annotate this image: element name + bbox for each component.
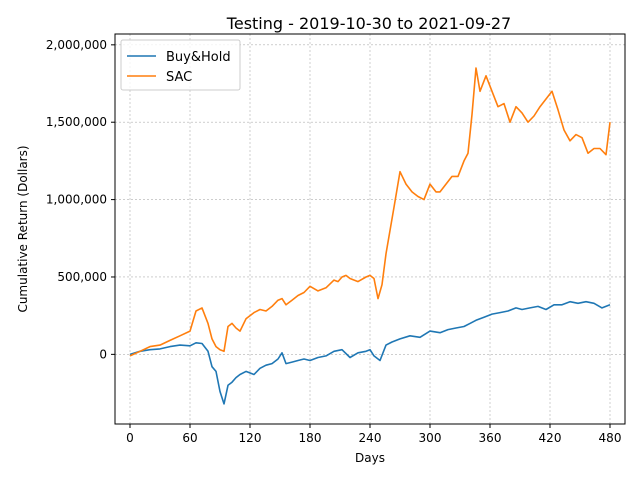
x-tick-label: 240 — [359, 431, 382, 445]
y-axis-ticks: 0 500,000 1,000,000 1,500,000 2,000,000 — [46, 38, 115, 361]
y-tick-label: 2,000,000 — [46, 38, 107, 52]
chart-title: Testing - 2019-10-30 to 2021-09-27 — [226, 14, 511, 33]
plot-frame — [114, 33, 626, 425]
legend-box — [120, 39, 241, 91]
legend-label-buy-hold: Buy&Hold — [166, 50, 231, 65]
x-tick-label: 480 — [599, 431, 622, 445]
x-tick-label: 0 — [126, 431, 134, 445]
y-tick-label: 500,000 — [57, 270, 107, 284]
x-axis-label: Days — [355, 451, 385, 465]
x-tick-label: 120 — [239, 431, 262, 445]
series-line-sac — [129, 67, 611, 357]
y-tick-label: 1,000,000 — [46, 193, 107, 207]
y-tick-label: 1,500,000 — [46, 115, 107, 129]
gridlines — [115, 34, 625, 424]
x-tick-label: 60 — [182, 431, 197, 445]
x-tick-label: 300 — [419, 431, 442, 445]
x-axis-ticks: 0 60 120 180 240 300 360 420 480 — [126, 424, 621, 445]
x-tick-label: 360 — [479, 431, 502, 445]
x-tick-label: 180 — [299, 431, 322, 445]
y-axis-label: Cumulative Return (Dollars) — [16, 145, 30, 312]
series-line-buy-hold — [129, 300, 611, 405]
legend: Buy&Hold SAC — [120, 39, 241, 91]
plot-series — [129, 67, 611, 405]
y-tick-label: 0 — [99, 347, 107, 361]
legend-label-sac: SAC — [166, 70, 192, 85]
x-tick-label: 420 — [539, 431, 562, 445]
